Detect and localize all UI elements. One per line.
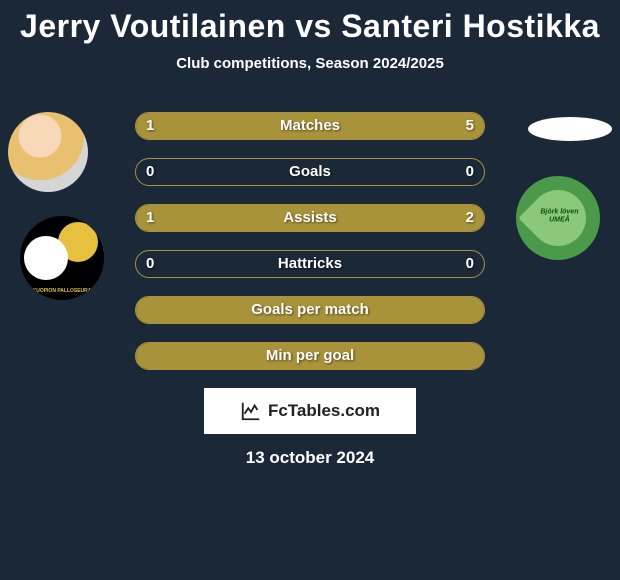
stat-bar: 12Assists xyxy=(135,204,485,232)
watermark-text: FcTables.com xyxy=(268,401,380,421)
stat-bar: Min per goal xyxy=(135,342,485,370)
stat-bar: 15Matches xyxy=(135,112,485,140)
page-subtitle: Club competitions, Season 2024/2025 xyxy=(0,55,620,72)
stat-bar: Goals per match xyxy=(135,296,485,324)
chart-icon xyxy=(240,400,262,422)
player1-avatar xyxy=(8,112,88,192)
bar-label: Assists xyxy=(136,205,484,231)
bar-label: Hattricks xyxy=(136,251,484,277)
page-title: Jerry Voutilainen vs Santeri Hostikka xyxy=(0,0,620,45)
player2-team-logo xyxy=(516,176,600,260)
stat-bar: 00Hattricks xyxy=(135,250,485,278)
bar-label: Min per goal xyxy=(136,343,484,369)
bar-label: Matches xyxy=(136,113,484,139)
bar-label: Goals xyxy=(136,159,484,185)
stat-bar: 00Goals xyxy=(135,158,485,186)
player1-team-logo: KUOPION PALLOSEURA xyxy=(20,216,104,300)
stats-bar-list: 15Matches 00Goals 12Assists 00Hattricks Goal… xyxy=(135,112,485,370)
bar-label: Goals per match xyxy=(136,297,484,323)
player2-avatar xyxy=(528,117,612,141)
date-label: 13 october 2024 xyxy=(0,448,620,468)
watermark-badge: FcTables.com xyxy=(204,388,416,434)
comparison-panel: KUOPION PALLOSEURA 15Matches 00Goals 12Ass… xyxy=(0,112,620,468)
